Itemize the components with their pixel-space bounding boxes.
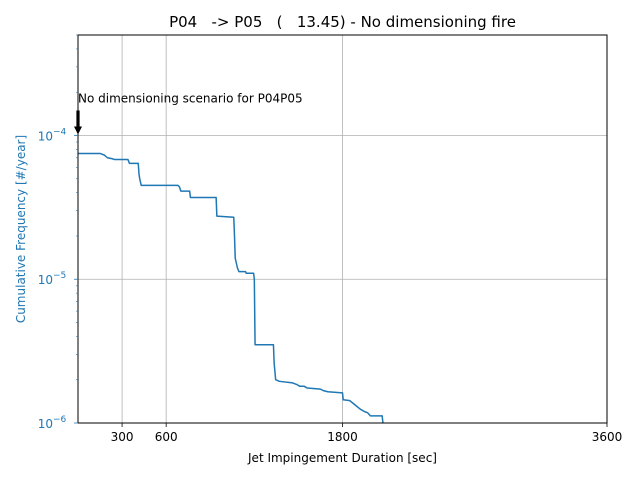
x-ticks: 300 600 1800 3600 <box>111 423 623 444</box>
annotation-arrow-shaft <box>76 110 80 128</box>
y-axis-label: Cumulative Frequency [#/year] <box>14 135 28 323</box>
y-tick-label: 10−4 <box>38 127 67 143</box>
annotation: No dimensioning scenario for P04P05 <box>74 91 303 135</box>
x-axis-label: Jet Impingement Duration [sec] <box>247 451 437 465</box>
x-tick-label: 3600 <box>592 430 623 444</box>
y-ticks: 10−6 10−5 10−4 <box>38 34 78 431</box>
y-tick-label: 10−5 <box>38 271 67 287</box>
y-tick-label: 10−6 <box>38 415 67 431</box>
annotation-arrow-head <box>74 126 82 135</box>
annotation-text: No dimensioning scenario for P04P05 <box>78 91 303 105</box>
x-tick-label: 300 <box>111 430 134 444</box>
x-tick-label: 600 <box>155 430 178 444</box>
chart-title: P04 -> P05 ( 13.45) - No dimensioning fi… <box>169 13 516 31</box>
x-tick-label: 1800 <box>327 430 358 444</box>
series-layer <box>78 152 384 424</box>
series-line <box>78 152 384 424</box>
